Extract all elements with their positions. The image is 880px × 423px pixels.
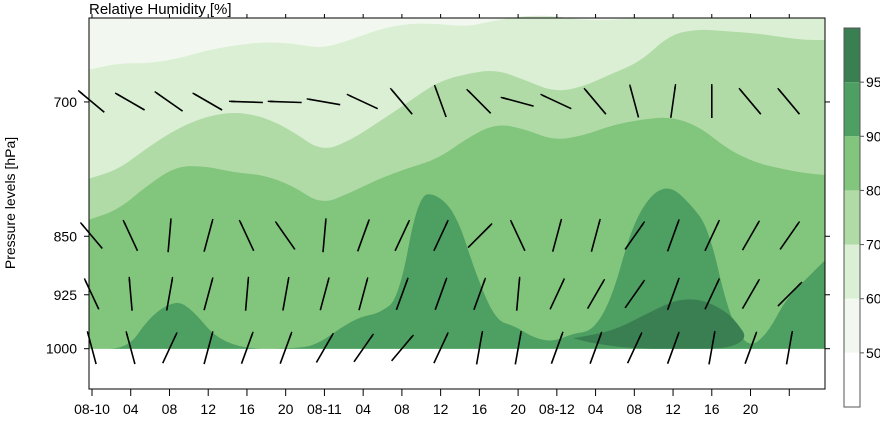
colorbar-tick-label: 90 (866, 128, 880, 144)
colorbar-swatch (844, 245, 860, 299)
x-tick-label: 12 (433, 401, 449, 417)
wind-barb-feather (248, 277, 249, 283)
x-tick-label: 12 (665, 401, 681, 417)
wind-barb-feather (326, 218, 327, 224)
x-tick-label: 08-10 (74, 401, 110, 417)
x-tick-label: 04 (123, 401, 139, 417)
wind-barb-feather (172, 277, 173, 283)
colorbar-tick-label: 50 (866, 345, 880, 361)
colorbar-swatch (844, 28, 860, 82)
x-tick-label: 20 (510, 401, 526, 417)
x-tick-label: 08-11 (307, 401, 342, 417)
wind-barb-staff (231, 101, 263, 102)
wind-barb-feather (714, 331, 715, 337)
wind-barb-feather (78, 90, 83, 94)
y-tick-label: 1000 (46, 341, 77, 357)
wind-barb-feather (288, 277, 289, 283)
colorbar-swatch (844, 190, 860, 244)
wind-barb-feather (129, 277, 130, 283)
y-tick-label: 850 (54, 228, 78, 244)
wind-barb-feather (519, 277, 520, 283)
x-tick-label: 08 (394, 401, 410, 417)
colorbar-swatch (844, 353, 860, 407)
x-tick-label: 08 (162, 401, 178, 417)
y-axis-label: Pressure levels [hPa] (2, 137, 18, 269)
wind-barb-staff (270, 101, 302, 102)
colorbar-swatch (844, 82, 860, 136)
x-tick-label: 16 (239, 401, 255, 417)
colorbar-swatch (844, 136, 860, 190)
colorbar-tick-label: 95 (866, 74, 880, 90)
wind-barb-feather (520, 331, 521, 337)
x-tick-label: 20 (278, 401, 294, 417)
colorbar-tick-label: 80 (866, 182, 880, 198)
wind-barb-feather (675, 84, 676, 90)
contour-fills (89, 16, 825, 349)
wind-barb-feather (482, 331, 483, 337)
x-tick-label: 08 (627, 401, 643, 417)
colorbar-tick-label: 60 (866, 291, 880, 307)
x-tick-label: 16 (704, 401, 720, 417)
x-tick-label: 08-12 (539, 401, 575, 417)
x-tick-label: 16 (472, 401, 488, 417)
y-tick-label: 925 (54, 287, 78, 303)
x-tick-label: 04 (355, 401, 371, 417)
x-tick-label: 04 (588, 401, 604, 417)
y-tick-label: 700 (54, 94, 78, 110)
wind-barb-feather (80, 223, 84, 228)
x-tick-label: 12 (200, 401, 216, 417)
wind-barb-feather (171, 218, 172, 224)
colorbar-swatch (844, 299, 860, 353)
chart-title: Relative Humidity [%] (89, 1, 232, 18)
colorbar: 50 60 70 80 90 95 (844, 28, 880, 407)
x-tick-label: 20 (743, 401, 759, 417)
colorbar-tick-label: 70 (866, 237, 880, 253)
